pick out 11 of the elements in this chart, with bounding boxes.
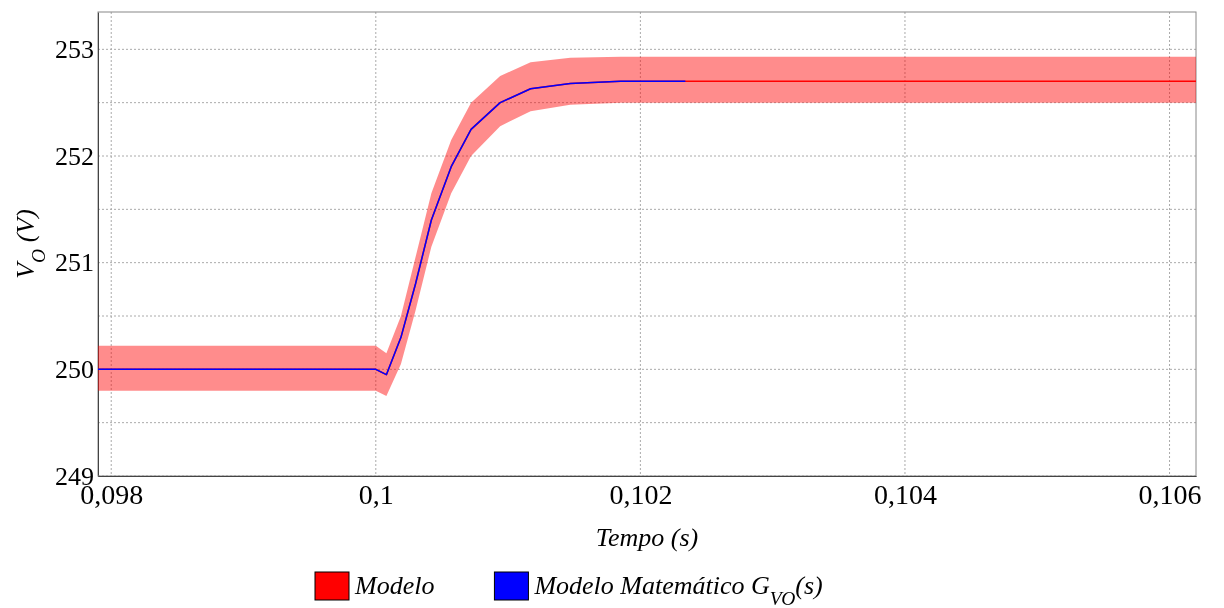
y-tick-label: 253 [55, 35, 94, 65]
x-axis-title: Tempo (s) [595, 523, 699, 552]
y-tick-label: 252 [55, 141, 94, 171]
x-tick-label: 0,106 [1138, 478, 1202, 510]
x-tick-label: 0,1 [358, 478, 394, 510]
legend-label: Modelo [354, 571, 435, 600]
legend-label: Modelo Matemático G$_{VO}$(s) [533, 571, 823, 608]
x-tick-label: 0,102 [609, 478, 673, 510]
x-tick-label: 0,104 [873, 478, 937, 510]
y-tick-label: 250 [55, 355, 94, 385]
y-tick-label: 251 [55, 248, 94, 278]
